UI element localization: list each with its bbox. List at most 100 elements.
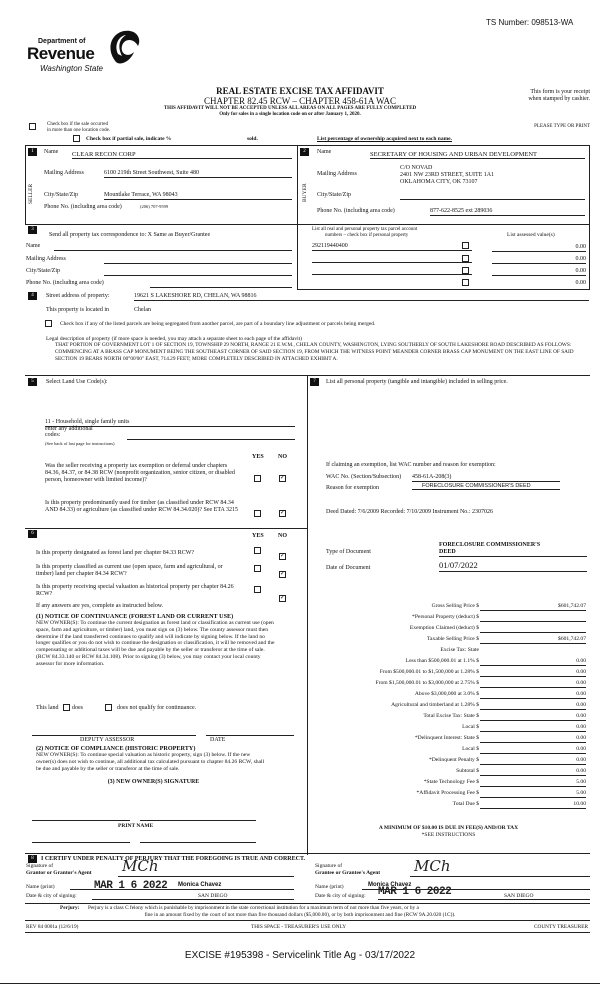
seller-city-field[interactable]: Mountlake Terrace, WA 98043 [104,192,292,200]
legal-description[interactable]: THAT PORTION OF GOVERNMENT LOT 1 OF SECT… [55,342,574,362]
new-owner-signature-line[interactable] [140,820,256,821]
personal-property-checkbox[interactable] [462,267,469,274]
q-current-use-yes-checkbox[interactable] [254,565,261,572]
wac-field[interactable]: 458-61A-208(3) [412,474,560,482]
tax-row-value[interactable]: 0.00 [480,680,586,688]
q-timber-yes-checkbox[interactable] [254,510,261,517]
tax-row-value[interactable]: 0.00 [480,757,586,765]
tax-row-value[interactable]: 5.00 [480,779,586,787]
personal-property-checkbox[interactable] [462,279,469,286]
date-document-field[interactable]: 01/07/2022 [439,560,587,572]
personal-property-checkbox[interactable] [462,255,469,262]
sec3-city-field[interactable] [104,275,292,276]
q-current-use-no-checkbox[interactable]: ✓ [279,571,286,578]
partial-sale-checkbox[interactable] [73,135,80,142]
grantee-signature[interactable]: MCh [414,857,451,875]
buyer-mail-line2[interactable]: 2401 NW 23RD STREET, SUITE 1A1 [400,172,495,178]
tax-row-value[interactable]: 10.00 [480,801,586,809]
sec3-name-field[interactable] [54,250,292,251]
multi-location-checkbox[interactable] [29,123,36,130]
sec3-phone-field[interactable] [150,287,292,288]
q-exemption-yes-checkbox[interactable] [254,475,261,482]
q-forest-no-checkbox[interactable]: ✓ [279,553,286,560]
parcel-number-field[interactable] [312,280,472,287]
grantor-name-label: Name (print) [26,884,55,890]
buyer-phone-field[interactable]: 877-622-8525 ext 289036 [430,208,585,216]
assessed-value-field[interactable]: 0.00 [575,280,587,286]
tax-row-value[interactable]: 0.00 [480,713,586,721]
parcel-number-field[interactable] [312,256,472,263]
dor-swoosh-icon [110,30,140,64]
tax-row-value[interactable]: 0.00 [480,702,586,710]
tax-row-value[interactable]: $601,742.07 [480,603,586,611]
tax-row-value[interactable]: 0.00 [480,691,586,699]
q-historical-yes-checkbox[interactable] [254,586,261,593]
date-line[interactable] [206,735,294,736]
partial-sale-label: Check box if partial sale, indicate % [86,136,172,142]
deputy-assessor-signature-line[interactable] [32,735,196,736]
buyer-phone-label: Phone No. (including area code) [317,208,395,214]
tax-row-value[interactable] [480,614,586,622]
form-title: REAL ESTATE EXCISE TAX AFFIDAVIT [216,86,384,96]
segregated-checkbox[interactable] [45,320,52,327]
parcel-header-2: numbers – check box if personal property [325,233,409,238]
reason-field[interactable]: FORECLOSURE COMMISSIONER'S DEED [412,483,560,491]
question-timber: Is this property predominantly used for … [45,500,239,513]
tax-row-value[interactable]: 0.00 [480,658,586,666]
treasurer-use-label: THIS SPACE - TREASURER'S USE ONLY [251,924,347,930]
assessed-value-field[interactable]: 0.00 [492,244,586,252]
assessed-value-field[interactable]: 0.00 [492,268,586,276]
does-not-qualify-checkbox[interactable] [105,704,112,711]
buyer-mail-line3[interactable]: OKLAHOMA CITY, OK 73107 [400,179,478,185]
tax-row-value[interactable]: 0.00 [480,746,586,754]
form-chapter: CHAPTER 82.45 RCW – CHAPTER 458-61A WAC [204,96,396,106]
print-name-line[interactable] [140,842,256,843]
seller-phone-field[interactable]: (206) 707-9599 [140,204,169,209]
q-historical-no-checkbox[interactable]: ✓ [279,595,286,602]
sec3-mail-field[interactable] [104,263,292,264]
sec3-name-label: Name [26,243,41,249]
tax-row-value[interactable]: 0.00 [480,768,586,776]
buyer-mail-line1[interactable]: C/O NOVAD [400,165,433,171]
tax-row-value[interactable]: 5.00 [480,790,586,798]
tax-row-value[interactable]: $601,742.07 [480,636,586,644]
notice-compliance-text: NEW OWNER(S): To continue special valuat… [36,752,265,772]
q-exemption-no-checkbox[interactable]: ✓ [279,475,286,482]
type-document-field[interactable]: FORECLOSURE COMMISSIONER'S [439,542,541,548]
ts-number: TS Number: 098513-WA [486,18,574,27]
tax-row-value[interactable]: 0.00 [480,735,586,743]
tax-row-label: Exemption Claimed (deduct) $ [409,625,479,631]
seller-name-field[interactable]: CLEAR RECON CORP [72,151,292,160]
seller-mail-field[interactable]: 6100 219th Street Southwest, Suite 480 [104,170,292,178]
buyer-name-field[interactable]: SECRETARY OF HOUSING AND URBAN DEVELOPME… [370,151,585,160]
grantor-signature[interactable]: MCh [122,857,159,875]
assessed-value-field[interactable]: 0.00 [492,256,586,264]
grantee-city[interactable]: SAN DIEGO [504,893,534,899]
tax-row-value[interactable]: 0.00 [480,669,586,677]
buyer-name-label: Name [317,149,332,155]
land-use-code-field[interactable]: 11 - Household, single family units [45,419,295,427]
print-name-line[interactable] [32,842,130,843]
tax-row-value[interactable]: 0.00 [480,724,586,732]
does-qualify-checkbox[interactable] [63,704,70,711]
grantee-name[interactable]: Monica Chavez [368,882,412,888]
street-address-label: Street address of property: [46,293,110,299]
seller-side-label: SELLER [28,183,34,204]
section-1-badge: 1 [28,148,37,156]
street-address-field[interactable]: 19621 S LAKESHORE RD, CHELAN, WA 98816 [134,293,589,301]
located-in-value[interactable]: Chelan [134,307,151,313]
grantor-name[interactable]: Monica Chavez [178,882,222,888]
parcel-number-field[interactable]: 292119440400 [312,243,472,251]
q-forest-yes-checkbox[interactable] [254,547,261,554]
tax-row-label: Above $3,000,000 at 3.0% $ [414,691,479,697]
reason-label: Reason for exemption [326,485,379,491]
perjury-text-2: fine in an amount fixed by the court of … [144,912,456,918]
new-owner-signature-line[interactable] [32,820,130,821]
personal-property-checkbox[interactable] [462,242,469,249]
q-timber-no-checkbox[interactable]: ✓ [279,510,286,517]
parcel-number-field[interactable] [312,268,472,275]
grantor-city[interactable]: SAN DIEGO [198,893,228,899]
notice-continuance-text: NEW OWNER(S): To continue the current de… [36,620,275,667]
tax-row-value[interactable] [480,625,586,633]
additional-codes-field[interactable] [127,439,295,440]
